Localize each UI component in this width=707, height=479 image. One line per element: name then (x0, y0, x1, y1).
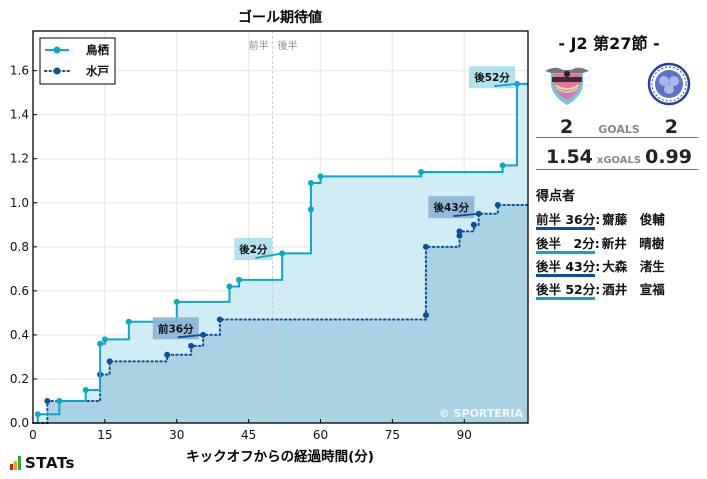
goal-annotation-label: 前36分 (158, 322, 194, 335)
scorer-name: 齋藤 俊輔 (602, 212, 665, 227)
legend-marker (53, 46, 61, 54)
data-point-marker (307, 206, 314, 213)
goal-annotation-arrow (453, 212, 479, 218)
scorer-time: 後半 2分 (536, 236, 595, 254)
data-point-marker (44, 397, 51, 404)
data-point-marker (470, 221, 477, 228)
data-point-marker (188, 342, 195, 349)
away-xgoals: 0.99 (645, 146, 692, 168)
x-tick-label: 60 (313, 428, 328, 442)
data-point-marker (236, 276, 243, 283)
scorer-row: 前半 36分: 齋藤 俊輔 (536, 209, 665, 230)
x-tick-label: 0 (29, 428, 37, 442)
data-point-marker (456, 232, 463, 239)
goals-label: GOALS (598, 123, 640, 136)
second-half-label: 後半 (278, 39, 298, 52)
data-point-marker (125, 318, 132, 325)
data-point-marker (97, 340, 104, 347)
scorer-name: 酒井 宣福 (602, 282, 665, 297)
y-tick-label: 0.6 (10, 284, 29, 298)
x-tick-label: 90 (457, 428, 472, 442)
watermark: © SPORTERIA (439, 407, 524, 420)
scorer-row: 後半 43分: 大森 渚生 (536, 256, 665, 277)
goal-annotation-label: 後52分 (473, 71, 510, 84)
data-point-marker (317, 173, 324, 180)
data-point-marker (82, 386, 89, 393)
data-point-marker (499, 162, 506, 169)
data-point-marker (418, 168, 425, 175)
stats-bars-icon (10, 456, 21, 470)
y-tick-label: 0.4 (10, 328, 29, 342)
legend-label: 水戸 (86, 64, 109, 78)
half-time-marker: 前半 後半 (249, 31, 298, 423)
data-point-marker (101, 336, 108, 343)
scorer-time: 後半 43分 (536, 259, 596, 277)
goal-annotation-arrow (177, 334, 204, 339)
goals-row: 2 GOALS 2 (536, 116, 698, 138)
scorer-row: 後半 2分: 新井 晴樹 (536, 233, 664, 254)
y-tick-label: 0.0 (10, 416, 29, 430)
data-point-marker (226, 283, 233, 290)
y-tick-label: 0.2 (10, 372, 29, 386)
y-tick-label: 0.8 (10, 240, 29, 254)
goal-annotation-box (428, 196, 475, 219)
scorer-time: 前半 36分 (536, 212, 596, 230)
x-axis-label: キックオフからの経過時間(分) (186, 448, 374, 465)
scorer-name: 新井 晴樹 (601, 236, 665, 251)
scorer-row: 後半 52分: 酒井 宣福 (536, 279, 665, 300)
plot-frame (32, 30, 529, 424)
scorers-title: 得点者 (536, 189, 576, 204)
data-point-marker (164, 351, 171, 358)
mito-hollyhock-logo (647, 62, 691, 106)
legend-box (39, 37, 116, 85)
scorer-time: 後半 52分 (536, 282, 596, 300)
y-tick-label: 1.0 (10, 196, 29, 210)
legend-label: 鳥栖 (86, 43, 109, 57)
data-point-marker (422, 312, 429, 319)
chart-title: ゴール期待値 (238, 9, 322, 26)
data-point-marker (56, 397, 63, 404)
xgoals-label: xGOALS (596, 155, 642, 166)
goal-annotation-label: 後43分 (433, 201, 470, 214)
goal-annotation-box (234, 238, 273, 261)
x-tick-label: 30 (169, 428, 184, 442)
data-point-marker (106, 358, 113, 365)
stats-brand: STATs (25, 454, 75, 472)
chart-axes: 0 15 30 45 60 75 90 0.0 0.2 0.4 0.6 0.8 1.0 1.2 1.4 1.6 (10, 30, 529, 442)
y-tick-label: 1.2 (10, 152, 29, 166)
first-half-label: 前半 (249, 39, 269, 52)
goal-annotation-arrow (493, 82, 518, 88)
stats-logo: STATs (10, 454, 75, 472)
away-goals: 2 (664, 116, 678, 138)
xgoals-row: 1.54 xGOALS 0.99 (536, 146, 698, 170)
legend-marker (53, 67, 61, 75)
data-point-marker (216, 316, 223, 323)
data-point-marker (307, 179, 314, 186)
area-away (33, 204, 528, 423)
data-point-marker (494, 201, 501, 208)
y-tick-label: 1.4 (10, 108, 29, 122)
x-tick-label: 75 (385, 428, 400, 442)
goal-annotation-label: 後2分 (238, 243, 268, 256)
data-point-marker (34, 411, 41, 418)
round-title: - J2 第27節 - (558, 34, 660, 53)
data-point-marker (456, 228, 463, 235)
chart-lines (32, 80, 529, 424)
scorer-name: 大森 渚生 (602, 259, 665, 274)
goal-annotation-arrow (255, 252, 283, 259)
chart-annotations: 前36分 後2分 後43分 後52分 (152, 66, 518, 340)
data-point-marker (422, 243, 429, 250)
goal-annotation-box (469, 66, 516, 89)
x-tick-label: 15 (97, 428, 112, 442)
y-tick-label: 1.6 (10, 64, 29, 78)
x-tick-label: 45 (241, 428, 256, 442)
goal-annotation-box (152, 317, 199, 340)
home-xgoals: 1.54 (546, 146, 593, 168)
sagan-tosu-logo (545, 67, 589, 105)
data-point-marker (173, 298, 180, 305)
home-goals: 2 (560, 116, 574, 138)
